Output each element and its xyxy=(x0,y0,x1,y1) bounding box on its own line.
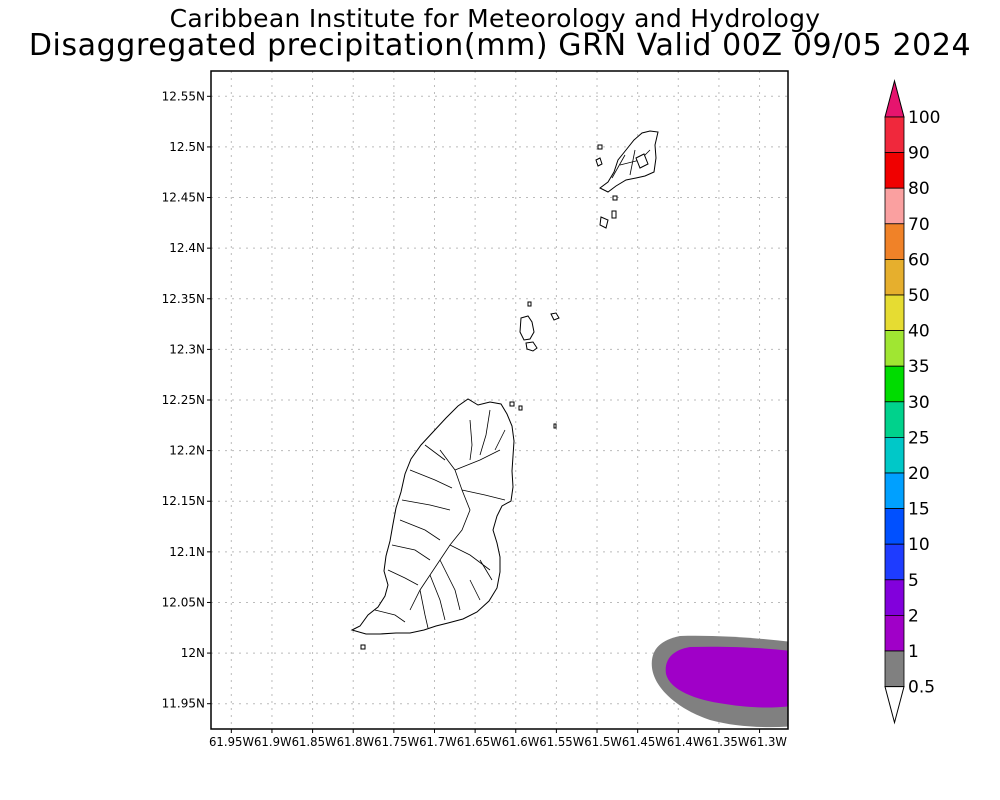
colorbar-label: 2 xyxy=(908,606,919,626)
lat-tick-label: 12.1N xyxy=(169,545,205,559)
lon-tick-label: 61.4W xyxy=(667,735,705,749)
precip-field xyxy=(651,635,788,728)
longitude-axis: 61.95W 61.9W 61.85W 61.8W 61.75W 61.7W 61.65W 6… xyxy=(209,729,787,749)
colorbar-segment xyxy=(884,152,905,189)
colorbar-label: 15 xyxy=(908,500,930,520)
colorbar-label: 1 xyxy=(908,642,919,662)
colorbar-segment xyxy=(884,365,905,403)
islet-small-2 xyxy=(527,301,532,307)
islands xyxy=(350,130,659,650)
lon-tick-label: 61.3W xyxy=(749,735,787,749)
lat-tick-label: 12.55N xyxy=(162,89,205,103)
lat-tick-label: 12.2N xyxy=(169,444,205,458)
islet-caille xyxy=(525,341,538,352)
colorbar-label: 25 xyxy=(908,428,930,448)
lon-tick-label: 61.75W xyxy=(374,735,419,749)
colorbar-segment xyxy=(884,330,905,367)
islet-petite-martinique xyxy=(635,153,649,169)
lat-tick-label: 12.15N xyxy=(162,494,205,508)
lon-tick-label: 61.6W xyxy=(502,735,540,749)
colorbar-label: 30 xyxy=(908,393,930,413)
colorbar-segment xyxy=(884,615,905,652)
lat-tick-label: 12N xyxy=(181,646,205,660)
lat-tick-label: 12.45N xyxy=(162,191,205,205)
colorbar-segment xyxy=(884,543,905,581)
colorbar-label: 100 xyxy=(908,108,940,128)
islet-north-3 xyxy=(611,210,617,219)
lat-tick-label: 12.4N xyxy=(169,241,205,255)
lon-tick-label: 61.95W xyxy=(209,735,254,749)
islet-north-4 xyxy=(595,157,603,167)
lat-tick-label: 12.5N xyxy=(169,140,205,154)
colorbar-segment xyxy=(884,650,905,687)
islet-ronde xyxy=(519,315,535,341)
map-grid xyxy=(211,71,788,729)
colorbar-top-arrow xyxy=(884,79,905,118)
lon-tick-label: 61.9W xyxy=(254,735,292,749)
colorbar-label: 40 xyxy=(908,322,930,342)
chart-title: Caribbean Institute for Meteorology and … xyxy=(169,4,821,33)
colorbar-segment xyxy=(884,436,905,474)
carriacou-island-outline xyxy=(599,130,659,193)
latitude-axis: 12.55N 12.5N 12.45N 12.4N 12.35N 12.3N 12.25N 1… xyxy=(162,89,211,711)
islet-small-3 xyxy=(509,401,515,407)
lat-tick-label: 12.3N xyxy=(169,342,205,356)
lon-tick-label: 61.7W xyxy=(419,735,457,749)
lon-tick-label: 61.55W xyxy=(539,735,584,749)
colorbar-label: 0.5 xyxy=(908,678,935,698)
lat-tick-label: 12.35N xyxy=(162,292,205,306)
colorbar-segment xyxy=(884,187,905,225)
parish-boundaries xyxy=(374,409,506,629)
colorbar-label: 90 xyxy=(908,144,930,164)
colorbar-segment xyxy=(884,579,905,616)
islet-north-2 xyxy=(599,216,609,229)
lat-tick-label: 12.05N xyxy=(162,595,205,609)
colorbar-segment xyxy=(884,472,905,509)
colorbar-label: 80 xyxy=(908,179,930,199)
colorbar-segment xyxy=(884,294,905,331)
islet-north-5 xyxy=(612,195,618,201)
colorbar-segment xyxy=(884,508,905,545)
islet-small-4 xyxy=(518,405,523,411)
islet-small-1 xyxy=(550,312,560,321)
colorbar-label: 10 xyxy=(908,535,930,555)
lon-tick-label: 61.35W xyxy=(704,735,749,749)
lat-tick-label: 11.95N xyxy=(162,697,205,711)
colorbar-segment xyxy=(884,223,905,260)
colorbar-label: 70 xyxy=(908,215,930,235)
islet-west xyxy=(360,644,366,650)
colorbar-label: 5 xyxy=(908,571,919,591)
lon-tick-label: 61.45W xyxy=(622,735,667,749)
colorbar-segment xyxy=(884,258,905,296)
chart-subtitle: Disaggregated precipitation(mm) GRN Vali… xyxy=(28,28,972,63)
lat-tick-label: 12.25N xyxy=(162,393,205,407)
colorbar-label: 20 xyxy=(908,464,930,484)
islet-small-5 xyxy=(553,423,557,429)
colorbar-bottom-arrow xyxy=(884,686,905,725)
colorbar-segment xyxy=(884,116,905,153)
colorbar-label: 35 xyxy=(908,357,930,377)
colorbar-label: 50 xyxy=(908,286,930,306)
lon-tick-label: 61.5W xyxy=(584,735,622,749)
lon-tick-label: 61.65W xyxy=(457,735,502,749)
colorbar-segment xyxy=(884,401,905,438)
lon-tick-label: 61.85W xyxy=(292,735,337,749)
precip-area-moderate xyxy=(665,646,788,708)
colorbar-label: 60 xyxy=(908,250,930,270)
grenada-island-outline xyxy=(350,398,515,635)
lon-tick-label: 61.8W xyxy=(337,735,375,749)
islet-north-1 xyxy=(597,144,603,150)
